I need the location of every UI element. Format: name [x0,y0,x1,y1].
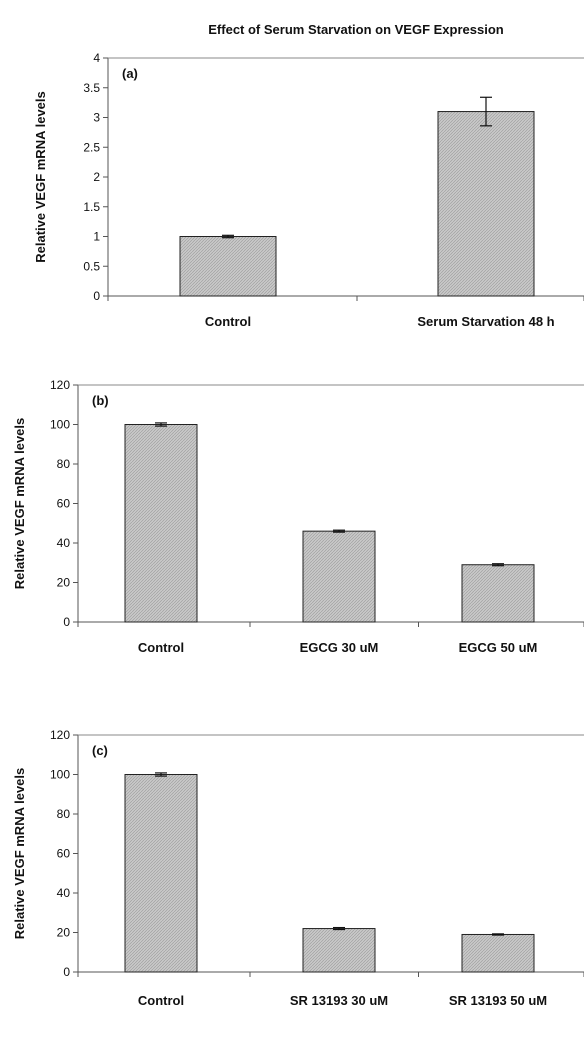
y-tick-label: 4 [93,51,100,65]
y-tick-label: 20 [57,576,71,590]
y-tick-label: 3.5 [83,81,100,95]
bar [461,564,535,623]
category-label: EGCG 50 uM [459,640,538,655]
y-tick-label: 3 [93,111,100,125]
figure-title: Effect of Serum Starvation on VEGF Expre… [208,22,504,37]
y-tick-label: 100 [50,418,70,432]
y-tick-label: 120 [50,378,70,392]
y-tick-label: 60 [57,497,71,511]
bar [124,774,198,973]
bar [124,424,198,623]
category-label: Control [138,993,184,1008]
category-label: SR 13193 30 uM [290,993,388,1008]
y-tick-label: 1.5 [83,200,100,214]
category-label: Serum Starvation 48 h [417,314,554,329]
category-label: Control [138,640,184,655]
y-tick-label: 120 [50,728,70,742]
y-tick-label: 100 [50,768,70,782]
y-tick-label: 2 [93,170,100,184]
y-tick-label: 0 [63,965,70,979]
y-axis-label: Relative VEGF mRNA levels [12,768,27,939]
y-tick-label: 20 [57,926,71,940]
y-tick-label: 60 [57,847,71,861]
category-label: Control [205,314,251,329]
y-tick-label: 2.5 [83,140,100,154]
y-tick-label: 80 [57,457,71,471]
bar [179,236,277,297]
y-tick-label: 0 [63,615,70,629]
y-tick-label: 80 [57,807,71,821]
y-tick-label: 0.5 [83,259,100,273]
y-tick-label: 0 [93,289,100,303]
category-label: SR 13193 50 uM [449,993,547,1008]
panel-label: (a) [122,66,138,81]
bar [437,111,535,297]
y-tick-label: 40 [57,886,71,900]
category-label: EGCG 30 uM [300,640,379,655]
bar [461,933,535,973]
panel-label: (b) [92,393,109,408]
y-axis-label: Relative VEGF mRNA levels [12,418,27,589]
y-axis-label: Relative VEGF mRNA levels [33,91,48,262]
bar [302,530,376,623]
bar [302,928,376,973]
y-tick-label: 1 [93,230,100,244]
y-tick-label: 40 [57,536,71,550]
panel-label: (c) [92,743,108,758]
